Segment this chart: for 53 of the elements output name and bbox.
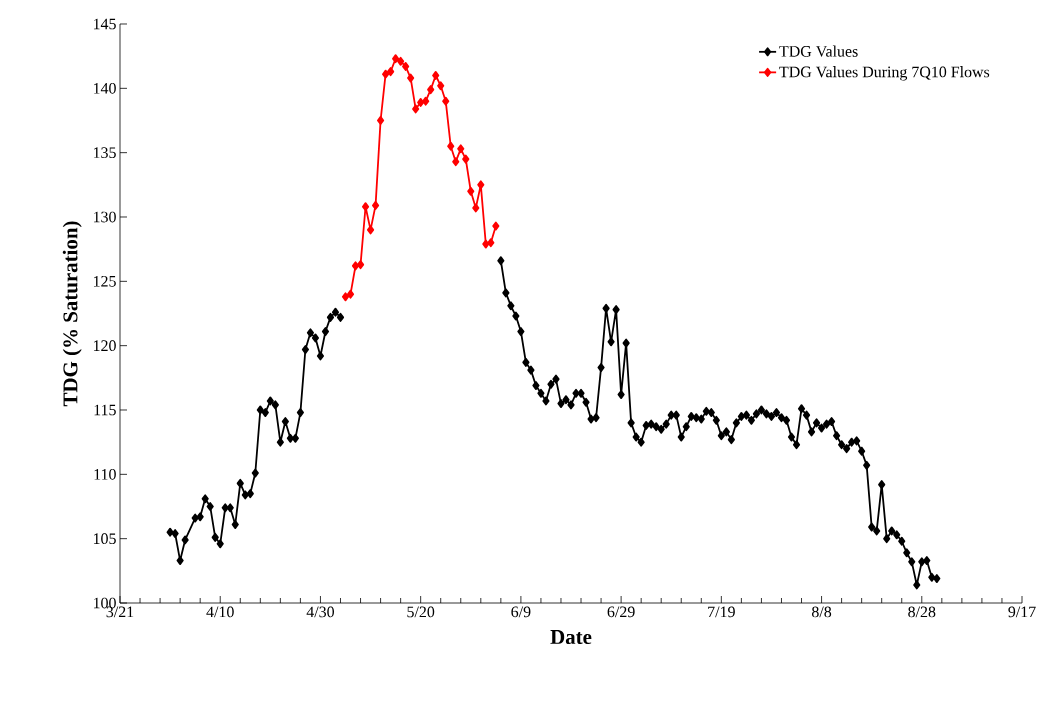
point: [462, 154, 470, 164]
y-tick-label: 115: [94, 404, 116, 416]
point: [361, 202, 370, 212]
y-tick-label: 140: [93, 82, 116, 94]
point: [346, 289, 355, 299]
point: [432, 70, 440, 80]
point: [341, 292, 350, 302]
x-tick-label: 5/20: [407, 606, 435, 618]
point: [452, 157, 460, 167]
x-tick-label: 6/29: [607, 606, 635, 618]
point: [412, 104, 420, 114]
legend-label: TDG Values: [779, 45, 858, 57]
point: [487, 238, 495, 248]
y-tick-label: 130: [93, 211, 116, 223]
x-tick-label: 8/28: [908, 606, 936, 618]
x-tick-label: 7/19: [708, 606, 735, 618]
x-tick-label: 6/9: [511, 606, 531, 618]
point: [371, 200, 380, 210]
point: [387, 67, 395, 77]
legend-label: TDG Values During 7Q10 Flows: [779, 66, 990, 81]
point: [392, 54, 400, 64]
y-tick-label: 145: [93, 18, 116, 30]
point: [492, 221, 500, 231]
y-axis-title: TDG (% Saturation): [62, 221, 82, 407]
point: [351, 261, 360, 271]
point: [427, 85, 435, 95]
point: [402, 61, 410, 71]
x-tick-label: 4/10: [206, 606, 234, 618]
point: [472, 203, 480, 213]
point: [356, 260, 365, 270]
y-tick-label: 135: [93, 147, 116, 159]
point: [467, 186, 475, 196]
point: [366, 225, 375, 235]
y-tick-label: 120: [93, 340, 116, 352]
point: [382, 69, 390, 79]
x-tick-label: 9/17: [1008, 606, 1036, 618]
point: [417, 97, 425, 107]
point: [477, 180, 485, 190]
point: [482, 239, 490, 249]
point: [442, 96, 450, 106]
x-tick-label: 4/30: [306, 606, 335, 618]
point: [447, 141, 455, 151]
point: [457, 144, 465, 154]
point: [397, 56, 405, 66]
point: [376, 116, 385, 125]
point: [422, 96, 430, 106]
y-tick-label: 125: [93, 275, 116, 287]
y-tick-label: 110: [94, 468, 116, 480]
x-tick-label: 8/8: [811, 606, 832, 618]
point: [407, 73, 415, 83]
y-tick-label: 105: [93, 533, 116, 545]
point: [437, 81, 445, 91]
x-axis-title: Date: [550, 630, 592, 645]
